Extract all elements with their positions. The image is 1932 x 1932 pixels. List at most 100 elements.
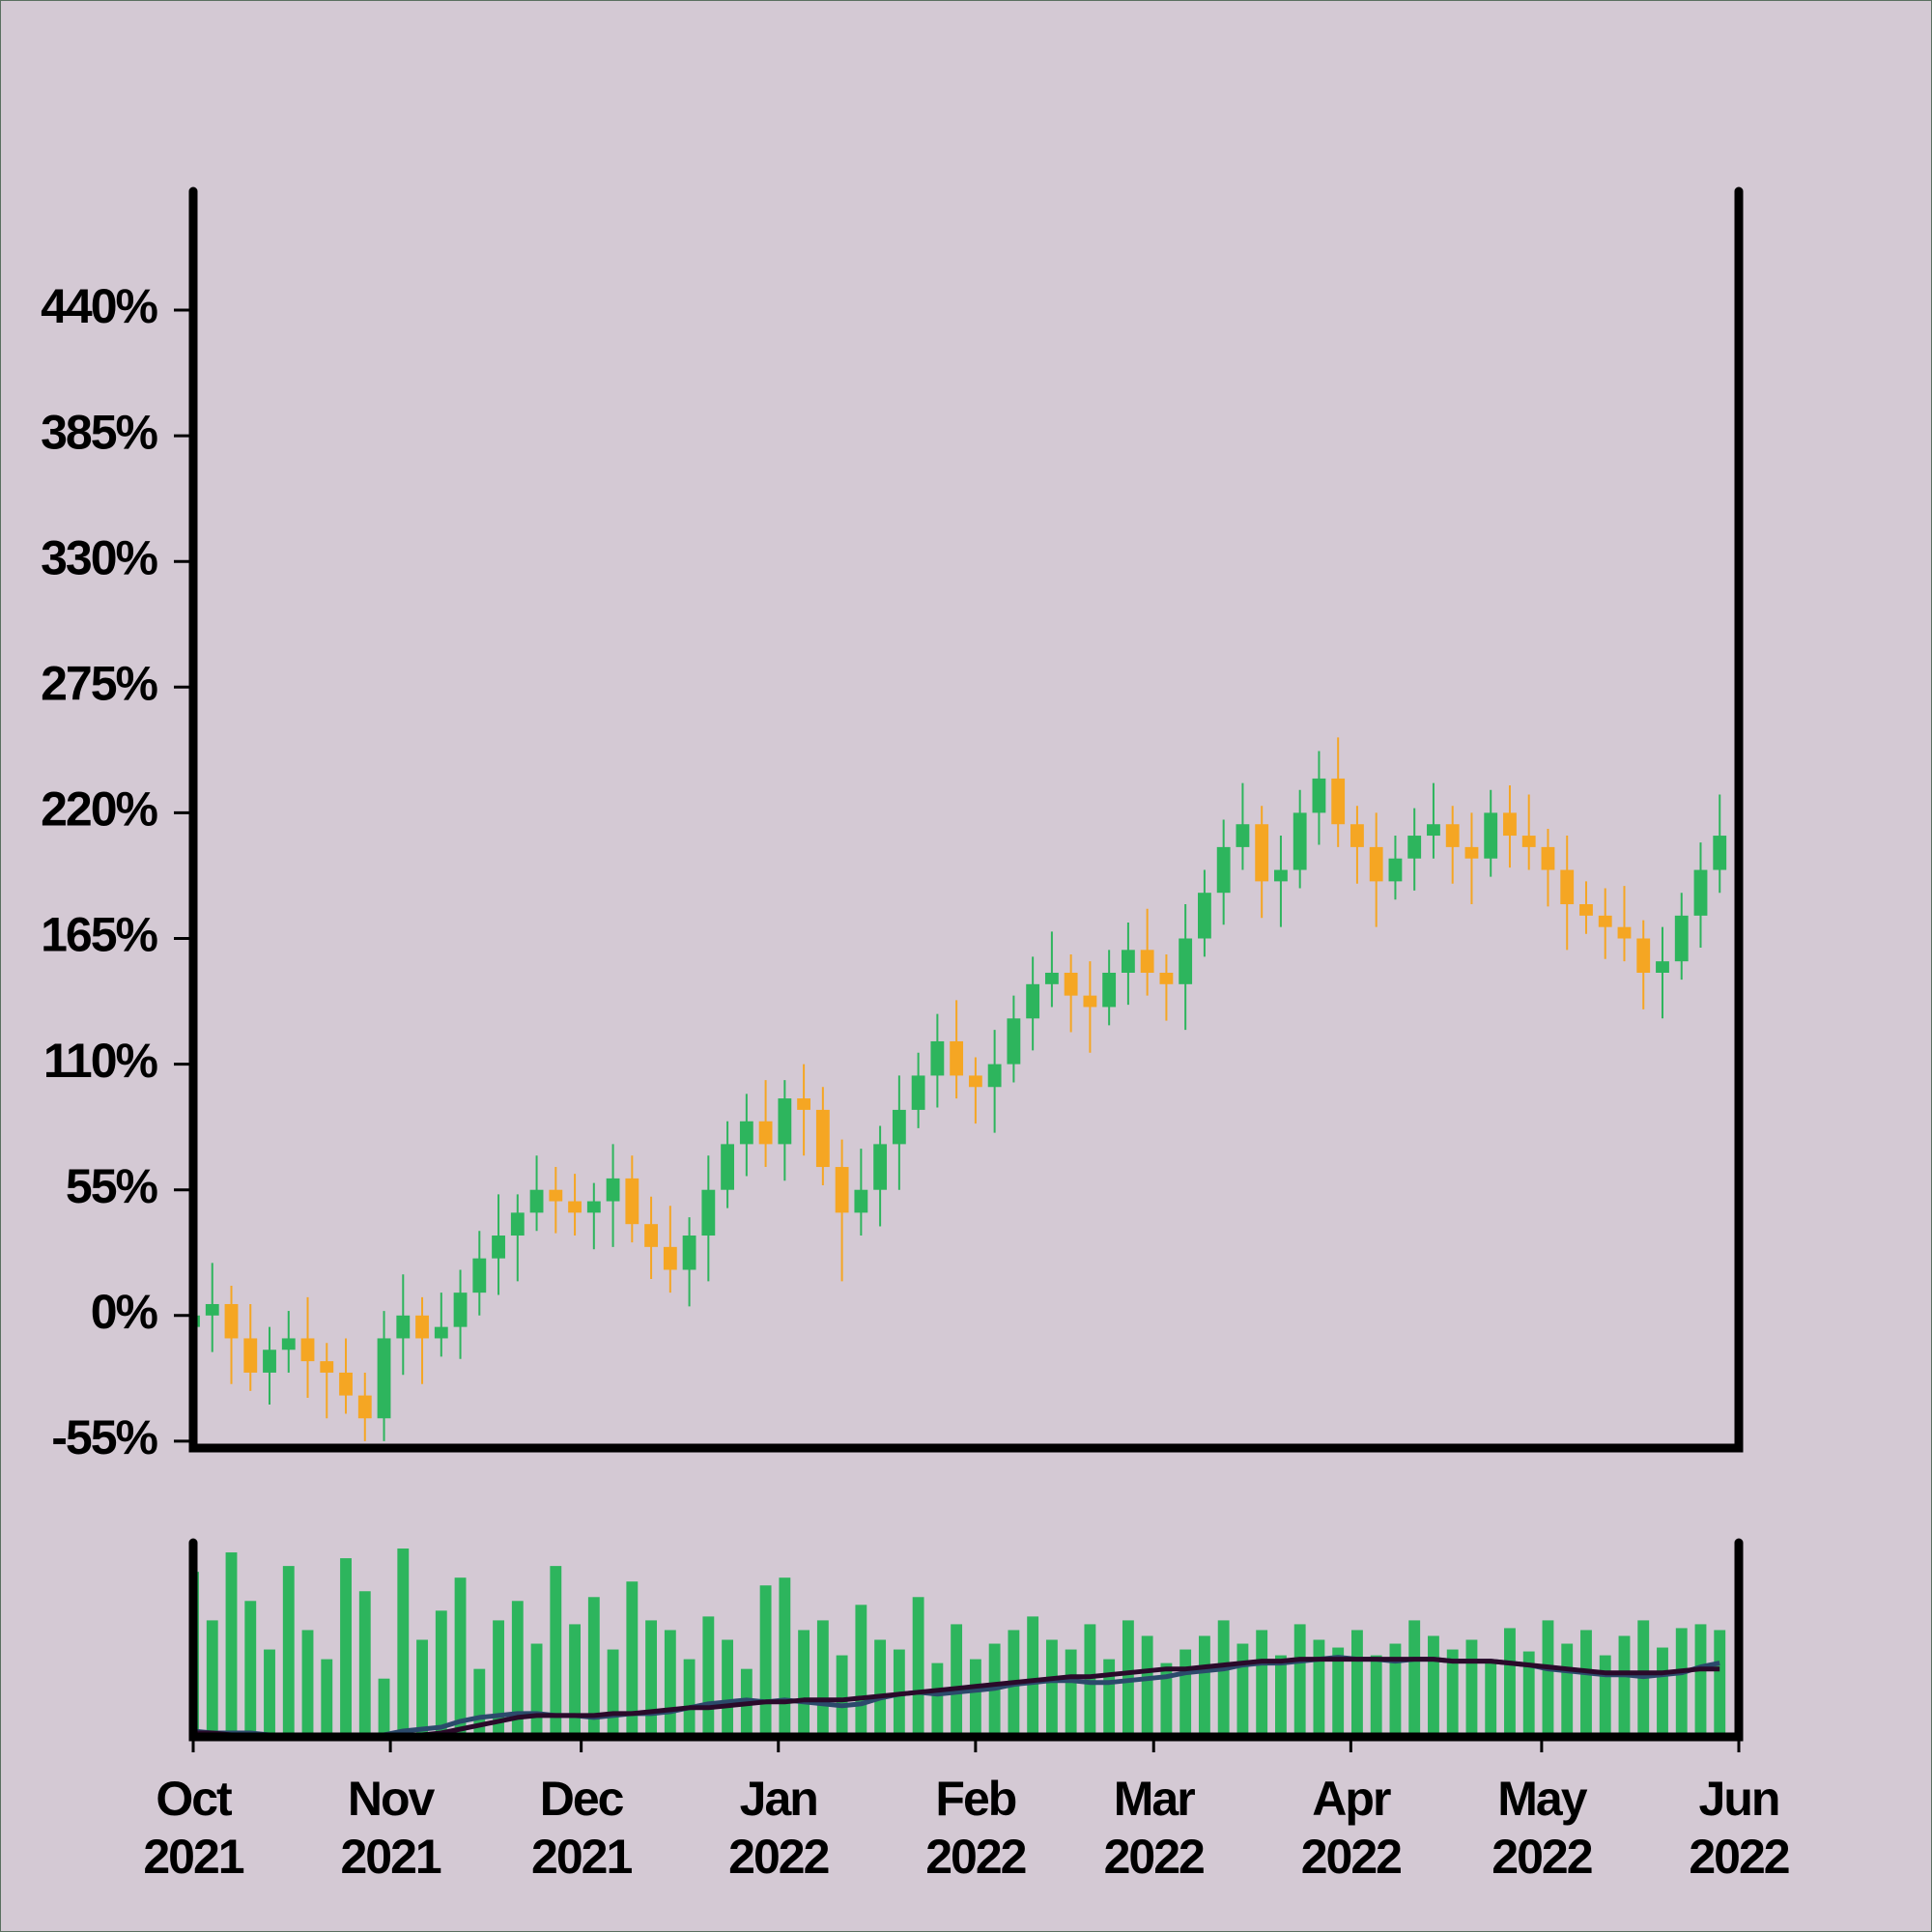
candle-body: [1656, 961, 1669, 973]
volume-bar: [1446, 1649, 1459, 1737]
x-tick-year: 2022: [1492, 1830, 1591, 1884]
candle-body: [625, 1178, 639, 1225]
volume-bar: [607, 1649, 619, 1737]
volume-bar: [282, 1566, 295, 1737]
x-tick-year: 2021: [340, 1830, 440, 1884]
volume-bar: [473, 1668, 486, 1737]
candle-body: [1464, 846, 1479, 859]
candle-body: [701, 1189, 716, 1236]
volume-bar: [1714, 1630, 1726, 1737]
volume-bar: [1103, 1659, 1116, 1737]
candle-body: [1560, 869, 1575, 905]
x-tick-label: Oct: [156, 1772, 233, 1826]
volume-bar: [626, 1581, 639, 1737]
volume-bar: [569, 1624, 581, 1737]
y-tick-label: 330%: [41, 530, 157, 584]
candle-body: [1216, 846, 1231, 894]
x-tick-label: Dec: [540, 1772, 624, 1826]
volume-bar: [722, 1639, 734, 1737]
candle-body: [682, 1236, 696, 1270]
x-tick-year: 2021: [531, 1830, 632, 1884]
candle-body: [644, 1224, 658, 1247]
x-tick-year: 2022: [1689, 1830, 1788, 1884]
candle-body: [1064, 972, 1078, 996]
candle-body: [1445, 824, 1460, 847]
volume-bar: [1389, 1643, 1402, 1737]
candle-body: [1636, 938, 1651, 973]
candle-body: [205, 1303, 219, 1316]
candle-body: [1693, 869, 1708, 916]
volume-bar: [397, 1548, 410, 1737]
candle-body: [224, 1303, 239, 1339]
volume-bar: [1198, 1635, 1210, 1737]
x-tick-label: Feb: [935, 1772, 1015, 1826]
candle-body: [415, 1315, 429, 1339]
volume-bar: [1256, 1630, 1268, 1737]
volume-bar: [511, 1601, 524, 1737]
y-tick-label: 165%: [41, 908, 157, 962]
candle-body: [1083, 995, 1097, 1008]
volume-bar: [759, 1585, 772, 1737]
volume-bar: [1027, 1616, 1039, 1737]
candle-body: [1350, 824, 1364, 847]
y-tick-label: 385%: [41, 405, 157, 459]
candle-body: [1198, 893, 1211, 939]
candle-body: [663, 1246, 677, 1270]
candle-body: [1617, 926, 1632, 939]
candle-body: [568, 1201, 582, 1213]
candle-body: [472, 1258, 487, 1293]
x-tick-label: Nov: [348, 1772, 436, 1826]
volume-bar: [798, 1630, 810, 1737]
candle-body: [281, 1338, 296, 1350]
candle-body: [586, 1201, 601, 1213]
candle-body: [721, 1144, 734, 1190]
candle-body: [778, 1098, 792, 1145]
volume-bar: [1293, 1624, 1306, 1737]
candle-body: [1331, 778, 1346, 825]
candle-body: [892, 1109, 906, 1145]
x-tick-year: 2022: [728, 1830, 828, 1884]
x-tick-year: 2021: [143, 1830, 243, 1884]
candle-body: [950, 1040, 964, 1076]
candle-body: [453, 1293, 468, 1327]
price-axes: [188, 186, 1744, 1453]
volume-bar: [1313, 1639, 1325, 1737]
volume-bar: [1217, 1620, 1230, 1737]
candle-body: [797, 1098, 811, 1110]
volume-bar: [951, 1624, 963, 1737]
volume-bar: [779, 1577, 791, 1737]
volume-bar: [340, 1558, 352, 1737]
x-tick-label: Apr: [1312, 1772, 1391, 1826]
y-tick-label: 55%: [66, 1159, 158, 1213]
y-tick-label: 275%: [41, 657, 157, 711]
x-tick-year: 2022: [1301, 1830, 1401, 1884]
volume-bar: [1618, 1635, 1631, 1737]
candle-body: [1102, 972, 1117, 1008]
candle-body: [320, 1361, 334, 1373]
candle-body: [815, 1109, 830, 1168]
volume-bar: [1561, 1643, 1574, 1737]
candle-body: [1026, 983, 1040, 1019]
candle-body: [263, 1350, 276, 1373]
volume-bar: [1275, 1655, 1287, 1737]
volume-bar: [1485, 1662, 1497, 1737]
volume-bar: [1599, 1655, 1611, 1737]
volume-bar: [874, 1639, 887, 1737]
y-tick-label: 110%: [43, 1034, 158, 1088]
candle-body: [1121, 950, 1135, 973]
candle-body: [1541, 846, 1555, 870]
volume-bar: [1141, 1635, 1153, 1737]
candle-body: [1503, 812, 1517, 837]
volume-bar: [1160, 1662, 1173, 1737]
candle-body: [1159, 972, 1174, 984]
candle-body: [854, 1189, 868, 1213]
candle-body: [1044, 972, 1059, 984]
volume-bar: [1332, 1647, 1345, 1737]
y-tick-label: -55%: [51, 1410, 157, 1464]
volume-bar: [1522, 1651, 1535, 1737]
candle-body: [739, 1121, 753, 1145]
candle-body: [1521, 836, 1536, 847]
candle-body: [434, 1326, 448, 1339]
volume-bar: [1428, 1635, 1439, 1737]
